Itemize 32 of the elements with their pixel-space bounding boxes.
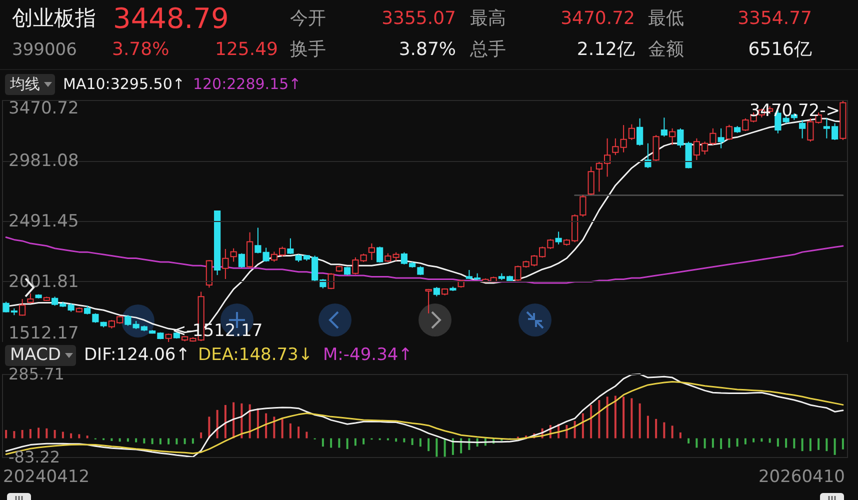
text: MA10:3295.50↑	[63, 75, 185, 93]
text: 3448.79	[113, 2, 229, 36]
y-tick-label: 285.71	[8, 364, 64, 384]
y-tick-label: -83.22	[8, 448, 60, 466]
text: 最低	[648, 8, 684, 30]
legend-title: MACD	[10, 345, 61, 365]
text: 3.87%	[398, 39, 456, 61]
text: 2.12亿	[576, 39, 635, 61]
text: 125.49	[215, 39, 278, 61]
y-tick-label: 2981.08	[8, 151, 79, 171]
text: 20260410	[758, 466, 845, 488]
text: 金额	[648, 39, 684, 61]
y-tick-label: 2491.45	[8, 212, 79, 232]
legend-title: 均线	[10, 74, 40, 94]
text: DEA:148.73↓	[198, 345, 313, 365]
text: 今开	[290, 8, 326, 30]
text: 最高	[470, 8, 506, 30]
text: DIF:124.06↑	[84, 345, 190, 365]
text: 3.78%	[112, 39, 170, 61]
text: 6516亿	[748, 39, 812, 61]
y-tick-label: 1512.17	[8, 324, 79, 344]
text: 3470.72	[560, 8, 635, 30]
text: M:-49.34↑	[323, 344, 412, 366]
text: 120:2289.15↑	[192, 75, 302, 93]
text: 总手	[470, 39, 506, 61]
text: 3355.07	[382, 8, 456, 30]
y-tick-label: 3470.72	[8, 98, 79, 118]
text: 换手	[290, 39, 326, 61]
chart-subtitle: 399006	[12, 40, 77, 60]
chart-title: 创业板指	[12, 6, 96, 32]
text: 20240412	[3, 466, 90, 488]
text: 3354.77	[738, 8, 812, 30]
